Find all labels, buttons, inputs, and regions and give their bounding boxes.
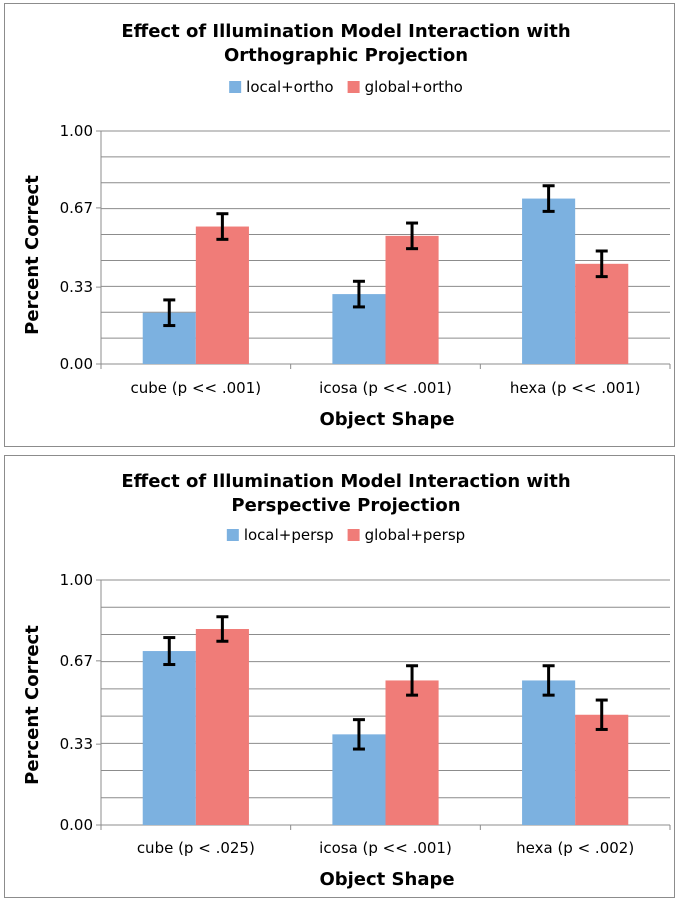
legend-swatch: [347, 529, 360, 541]
chart-panel-orthographic: Effect of Illumination Model Interaction…: [4, 3, 675, 447]
legend: local+persp global+persp: [226, 526, 466, 544]
chart-panel-perspective: Effect of Illumination Model Interaction…: [4, 455, 675, 898]
y-tick-label: 0.33: [60, 735, 93, 753]
legend-label: local+ortho: [246, 78, 333, 96]
legend-swatch: [347, 81, 360, 93]
legend-swatch: [229, 81, 242, 93]
y-tick-label: 1.00: [60, 571, 93, 589]
bar-global-ortho: [195, 226, 249, 364]
bar-local-persp: [142, 651, 196, 825]
x-category-label: hexa (p << .001): [510, 379, 641, 397]
y-tick-label: 0.00: [60, 816, 93, 834]
x-category-label: cube (p << .001): [131, 379, 262, 397]
x-category-label: hexa (p < .002): [516, 839, 634, 857]
y-tick-label: 0.67: [60, 199, 93, 217]
legend-label: global+persp: [365, 526, 466, 544]
legend: local+ortho global+ortho: [229, 78, 463, 96]
y-tick-label: 0.33: [60, 278, 93, 296]
bar-local-ortho: [522, 198, 576, 364]
legend-label: global+ortho: [365, 78, 463, 96]
legend-label: local+persp: [244, 526, 334, 544]
bar-global-persp: [195, 629, 249, 825]
legend-swatch: [226, 529, 239, 541]
y-axis-title: Percent Correct: [22, 175, 43, 335]
chart-title-line-1: Effect of Illumination Model Interaction…: [121, 21, 570, 42]
x-axis-title: Object Shape: [319, 409, 454, 430]
chart-title-line-2: Perspective Projection: [231, 495, 460, 516]
y-axis-title: Percent Correct: [22, 625, 43, 785]
bar-global-ortho: [385, 235, 439, 364]
y-tick-label: 1.00: [60, 122, 93, 140]
bar-global-persp: [575, 714, 629, 825]
chart-perspective: Effect of Illumination Model Interaction…: [22, 471, 671, 890]
chart-title-line-2: Orthographic Projection: [224, 45, 468, 66]
x-category-label: cube (p < .025): [137, 839, 255, 857]
y-tick-label: 0.00: [60, 355, 93, 373]
x-category-label: icosa (p << .001): [319, 839, 452, 857]
x-axis-title: Object Shape: [319, 869, 454, 890]
x-category-label: icosa (p << .001): [319, 379, 452, 397]
bar-global-ortho: [575, 263, 629, 364]
y-tick-label: 0.67: [60, 652, 93, 670]
bar-local-persp: [522, 680, 576, 825]
chart-title-line-1: Effect of Illumination Model Interaction…: [121, 471, 570, 492]
bar-global-persp: [385, 680, 439, 825]
chart-orthographic: Effect of Illumination Model Interaction…: [22, 21, 671, 430]
